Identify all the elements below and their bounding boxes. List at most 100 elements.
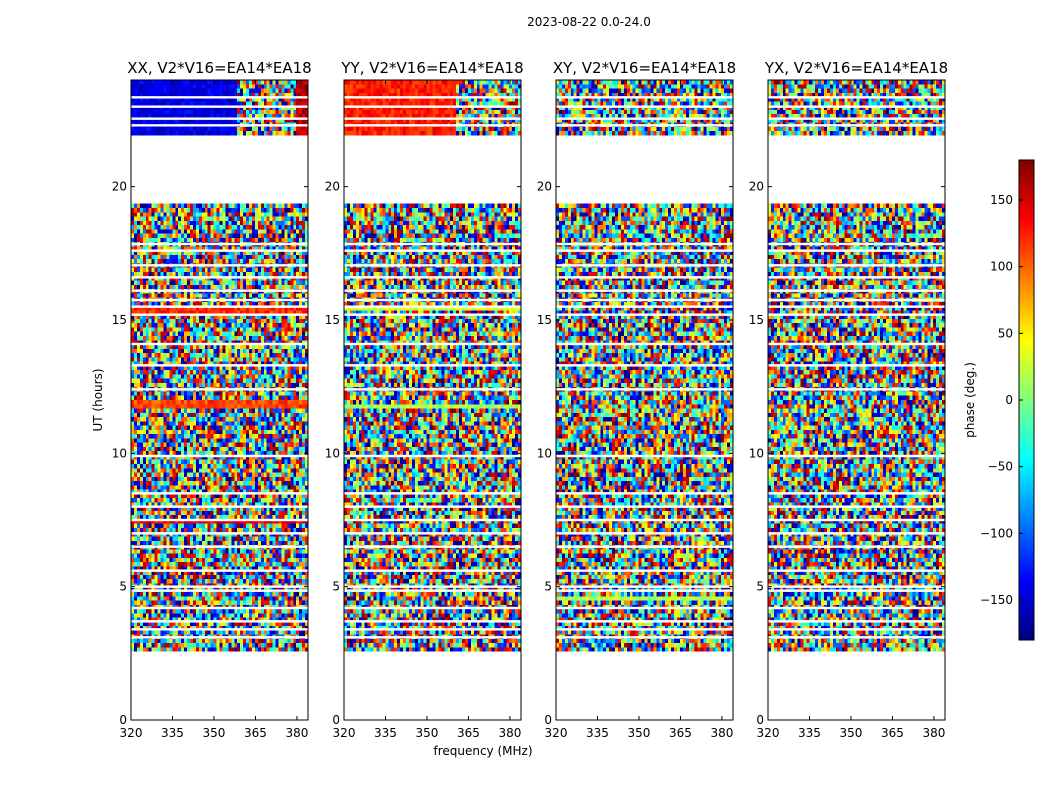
y-tick-label: 10 bbox=[325, 446, 340, 460]
flagged-row bbox=[768, 532, 945, 535]
panel-title: YX, V2*V16=EA14*EA18 bbox=[764, 59, 948, 77]
flagged-row bbox=[556, 606, 733, 610]
flagged-row bbox=[556, 505, 733, 508]
y-tick-label: 20 bbox=[537, 180, 552, 194]
x-tick-label: 320 bbox=[333, 726, 356, 740]
x-tick-label: 335 bbox=[374, 726, 397, 740]
flagged-row bbox=[768, 117, 945, 120]
flagged-row bbox=[556, 518, 733, 522]
flagged-row bbox=[556, 636, 733, 639]
y-tick-label: 10 bbox=[537, 446, 552, 460]
heatmap-image bbox=[344, 80, 521, 720]
flagged-row bbox=[556, 249, 733, 252]
flagged-row bbox=[131, 364, 308, 367]
flagged-row bbox=[556, 276, 733, 279]
flagged-row bbox=[556, 585, 733, 588]
y-axis-label: UT (hours) bbox=[91, 368, 105, 431]
flagged-row bbox=[344, 492, 521, 495]
flagged-row bbox=[556, 313, 733, 316]
flagged-row bbox=[344, 569, 521, 572]
flagged-row bbox=[344, 636, 521, 639]
flagged-row bbox=[131, 249, 308, 252]
y-tick-label: 10 bbox=[112, 446, 127, 460]
x-tick-label: 320 bbox=[545, 726, 568, 740]
panel-frame bbox=[767, 79, 946, 721]
flagged-row bbox=[768, 289, 945, 292]
flagged-row bbox=[344, 388, 521, 391]
x-tick-label: 380 bbox=[922, 726, 945, 740]
flagged-row bbox=[344, 124, 521, 127]
flagged-row bbox=[768, 276, 945, 279]
x-tick-label: 365 bbox=[457, 726, 480, 740]
heatmap-image bbox=[768, 80, 945, 720]
flagged-row bbox=[556, 305, 733, 308]
colorbar-tick-label: 150 bbox=[990, 193, 1013, 207]
flagged-row bbox=[556, 569, 733, 572]
flagged-row bbox=[556, 589, 733, 592]
flagged-row bbox=[768, 628, 945, 631]
panel-title: XY, V2*V16=EA14*EA18 bbox=[553, 59, 736, 77]
colorbar-tick-label: −50 bbox=[988, 460, 1013, 474]
colorbar-tick-label: 50 bbox=[998, 326, 1013, 340]
x-tick-label: 350 bbox=[203, 726, 226, 740]
flagged-row bbox=[556, 342, 733, 346]
flagged-row bbox=[768, 620, 945, 623]
flagged-row bbox=[556, 620, 733, 623]
panel-xx: XX, V2*V16=EA14*EA18 320 335 350 365 380 0 5 10 1… bbox=[112, 59, 312, 740]
flagged-row bbox=[768, 492, 945, 495]
flagged-row bbox=[768, 505, 945, 508]
x-tick-label: 380 bbox=[285, 726, 308, 740]
flagged-row bbox=[131, 505, 308, 508]
flagged-row bbox=[556, 298, 733, 302]
flagged-row bbox=[131, 242, 308, 246]
x-tick-label: 320 bbox=[120, 726, 143, 740]
x-tick-label: 335 bbox=[798, 726, 821, 740]
flagged-row bbox=[344, 620, 521, 623]
flagged-row bbox=[344, 276, 521, 279]
flagged-row bbox=[556, 117, 733, 120]
x-tick-label: 380 bbox=[498, 726, 521, 740]
colorbar-tick-label: 100 bbox=[990, 260, 1013, 274]
flagged-row bbox=[131, 545, 308, 548]
x-tick-label: 335 bbox=[161, 726, 184, 740]
y-tick-label: 5 bbox=[332, 580, 340, 594]
flagged-row bbox=[131, 569, 308, 572]
panel-frame bbox=[555, 79, 734, 721]
flagged-row bbox=[344, 105, 521, 108]
flagged-row bbox=[131, 124, 308, 127]
flagged-row bbox=[131, 342, 308, 346]
flagged-row bbox=[344, 264, 521, 267]
flagged-row bbox=[131, 492, 308, 495]
y-tick-label: 5 bbox=[756, 580, 764, 594]
x-tick-label: 365 bbox=[244, 726, 267, 740]
flagged-row bbox=[344, 289, 521, 292]
flagged-row bbox=[344, 249, 521, 252]
flagged-row bbox=[344, 518, 521, 522]
flagged-row bbox=[768, 569, 945, 572]
flagged-row bbox=[344, 313, 521, 316]
flagged-row bbox=[556, 96, 733, 99]
flagged-row bbox=[768, 264, 945, 267]
flagged-row bbox=[131, 289, 308, 292]
flagged-row bbox=[131, 298, 308, 302]
flagged-row bbox=[131, 117, 308, 120]
x-tick-label: 365 bbox=[669, 726, 692, 740]
flagged-row bbox=[768, 105, 945, 108]
flagged-row bbox=[768, 585, 945, 588]
flagged-row bbox=[768, 249, 945, 252]
panel-title: XX, V2*V16=EA14*EA18 bbox=[127, 59, 311, 77]
flagged-row bbox=[131, 518, 308, 522]
y-tick-label: 0 bbox=[332, 713, 340, 727]
flagged-row bbox=[131, 305, 308, 308]
y-tick-label: 0 bbox=[756, 713, 764, 727]
flagged-row bbox=[768, 313, 945, 316]
flagged-row bbox=[556, 242, 733, 246]
flagged-row bbox=[768, 298, 945, 302]
y-tick-label: 5 bbox=[544, 580, 552, 594]
flagged-row bbox=[768, 342, 945, 346]
flagged-row bbox=[556, 105, 733, 108]
flagged-row bbox=[556, 264, 733, 267]
flagged-row bbox=[344, 606, 521, 610]
flagged-row bbox=[768, 242, 945, 246]
flagged-row bbox=[344, 585, 521, 588]
